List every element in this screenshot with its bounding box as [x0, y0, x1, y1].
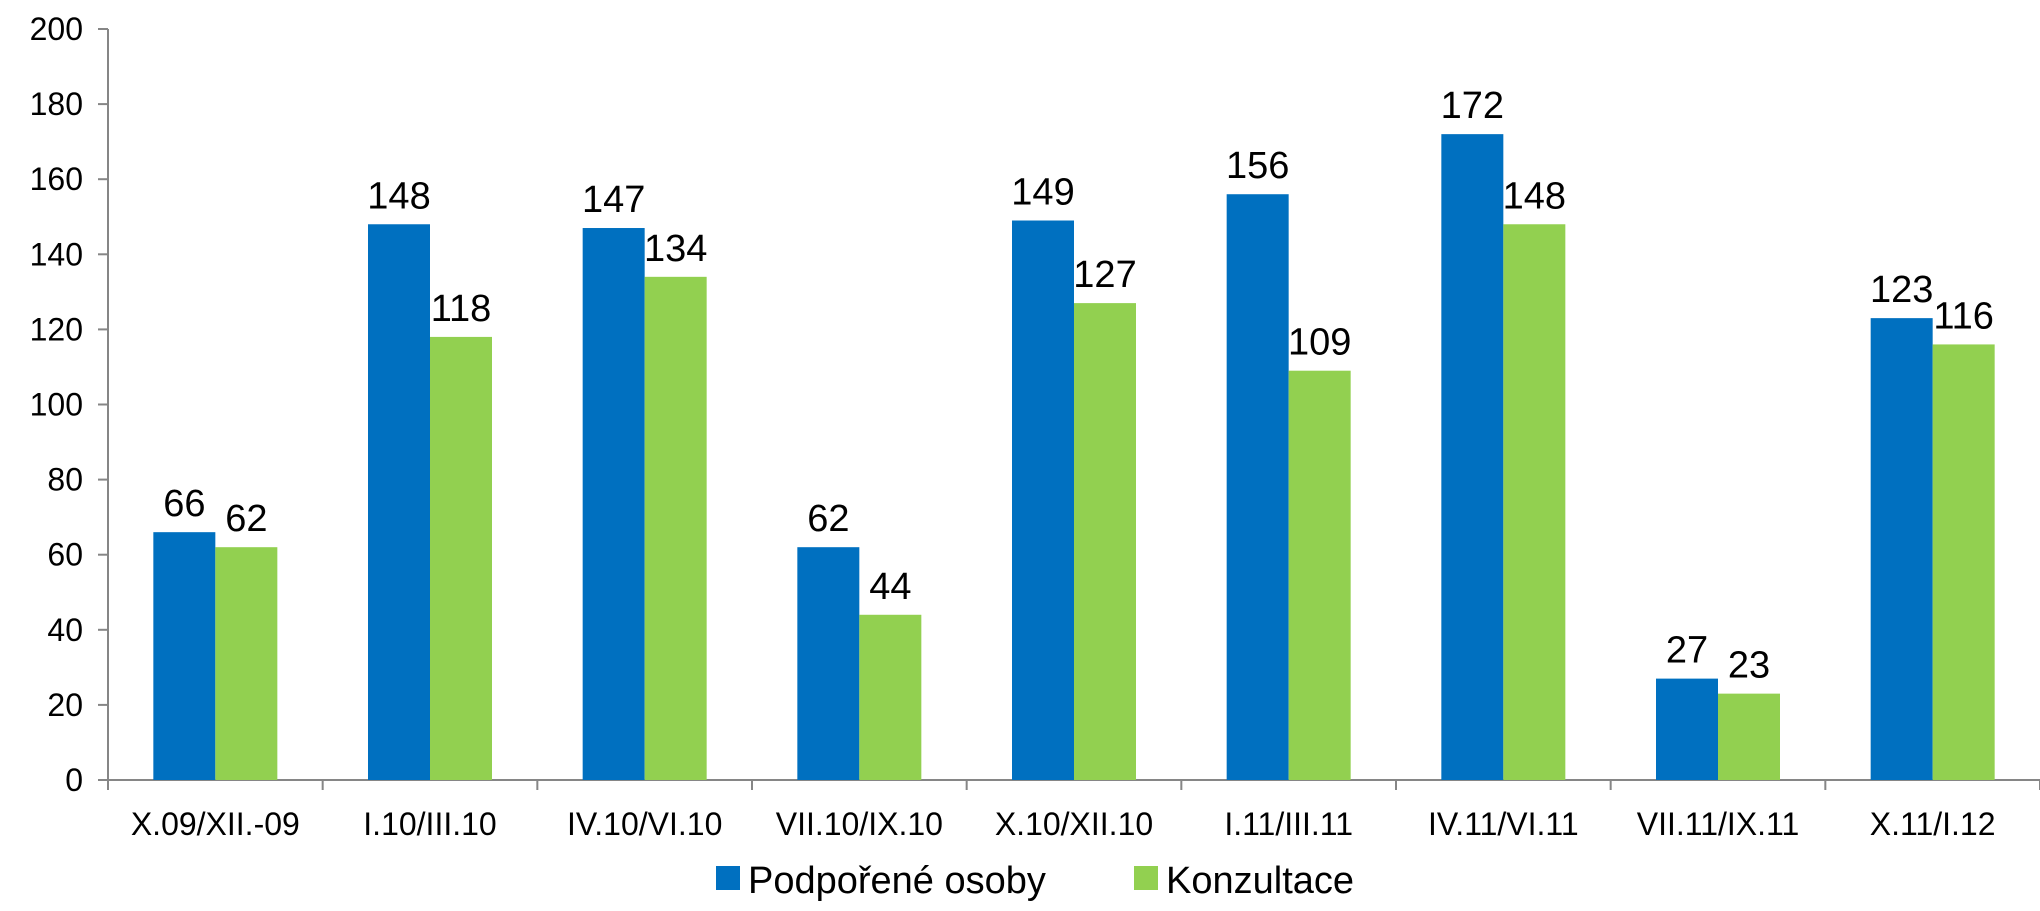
y-tick-label: 140: [30, 236, 83, 272]
x-tick-label: X.10/XII.10: [995, 806, 1153, 842]
data-label: 127: [1073, 254, 1136, 296]
data-label: 44: [869, 566, 911, 608]
bars: [153, 134, 1995, 781]
x-tick-label: X.11/I.12: [1870, 806, 1996, 842]
y-axis: 0 20 40 60 80 100 120 140 160 180 200: [30, 11, 109, 798]
y-tick-label: 40: [47, 612, 83, 648]
data-label: 123: [1870, 269, 1933, 311]
data-label: 147: [582, 179, 645, 221]
bar-konzultace: [1074, 303, 1136, 780]
data-label: 27: [1666, 630, 1708, 672]
legend-label: Konzultace: [1166, 860, 1354, 902]
bar-konzultace: [430, 336, 492, 780]
x-tick-label: X.09/XII.-09: [131, 806, 300, 842]
bar-konzultace: [644, 276, 707, 780]
bar-konzultace: [1932, 344, 1995, 780]
bar-podporene-osoby: [1870, 318, 1933, 780]
data-label: 116: [1933, 295, 1994, 337]
x-tick-label: VII.11/IX.11: [1637, 806, 1799, 842]
bar-podporene-osoby: [153, 532, 216, 780]
bar-konzultace: [859, 614, 922, 780]
x-axis: X.09/XII.-09 I.10/III.10 IV.10/VI.10 VII.10…: [107, 779, 2040, 842]
y-tick-label: 160: [30, 161, 83, 197]
y-tick-label: 60: [47, 537, 83, 573]
x-tick-label: I.10/III.10: [363, 806, 496, 842]
bar-podporene-osoby: [582, 228, 645, 780]
data-label: 149: [1011, 172, 1074, 214]
data-label: 66: [163, 483, 205, 525]
y-tick-label: 180: [30, 86, 83, 122]
legend-label: Podpořené osoby: [748, 860, 1046, 902]
data-label: 62: [807, 498, 849, 540]
y-tick-label: 200: [30, 11, 83, 47]
data-label: 172: [1441, 85, 1504, 127]
x-tick-label: I.11/III.11: [1224, 806, 1353, 842]
data-label: 156: [1226, 145, 1289, 187]
data-label: 148: [1503, 175, 1566, 217]
bar-konzultace: [1503, 224, 1566, 780]
bar-podporene-osoby: [1012, 220, 1074, 780]
x-tick-label: IV.10/VI.10: [567, 806, 722, 842]
data-label: 62: [225, 498, 267, 540]
data-label: 23: [1728, 645, 1770, 687]
data-label: 148: [367, 175, 430, 217]
bar-konzultace: [1288, 370, 1351, 780]
bar-podporene-osoby: [368, 224, 430, 780]
y-tick-label: 120: [30, 311, 83, 347]
data-label: 109: [1288, 322, 1351, 364]
legend-swatch: [1134, 866, 1158, 890]
bar-konzultace: [215, 547, 278, 780]
x-tick-label: VII.10/IX.10: [776, 806, 943, 842]
bar-podporene-osoby: [1441, 134, 1504, 780]
legend: Podpořené osoby Konzultace: [716, 860, 1354, 902]
x-tick-label: IV.11/VI.11: [1428, 806, 1579, 842]
legend-swatch: [716, 866, 740, 890]
y-tick-label: 80: [47, 462, 83, 498]
data-label: 134: [644, 228, 707, 270]
y-tick-label: 20: [47, 687, 83, 723]
bar-podporene-osoby: [797, 547, 860, 780]
data-labels: 66 148 147 62 149 156 172 27 123 62 118 134 44 127 109…: [163, 85, 1994, 686]
data-label: 118: [431, 288, 492, 330]
bar-podporene-osoby: [1226, 194, 1289, 781]
y-tick-label: 100: [30, 387, 83, 423]
y-tick-label: 0: [65, 762, 83, 798]
bar-konzultace: [1718, 693, 1780, 780]
bar-podporene-osoby: [1656, 678, 1718, 780]
